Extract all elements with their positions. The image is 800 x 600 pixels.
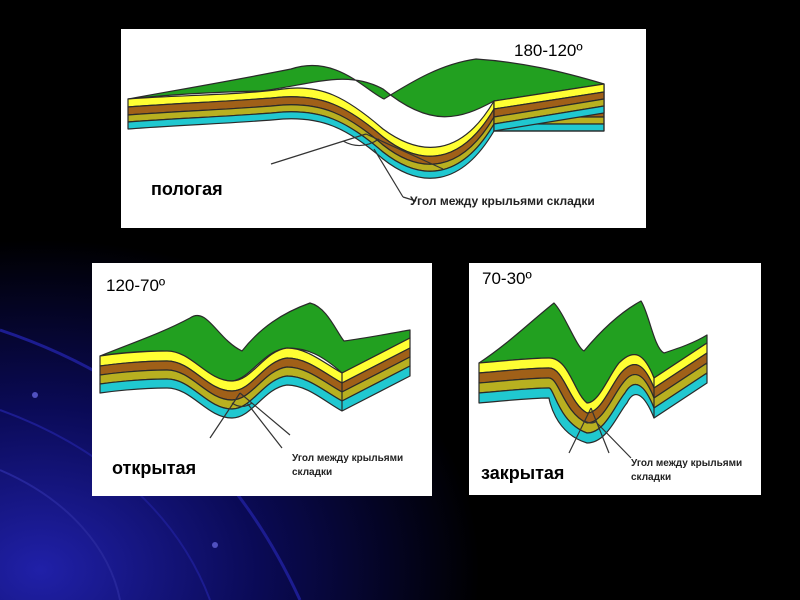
angle-range-label: 70-30º (482, 269, 532, 288)
fold-type-label: открытая (112, 458, 197, 478)
angle-range-label: 120-70º (106, 276, 166, 295)
closed-fold-diagram (478, 300, 708, 459)
gentle-fold-panel: 180-120º пологая Угол между крыльями скл… (121, 29, 646, 228)
angle-callout-label: Угол между крыльями складки (410, 194, 595, 208)
open-fold-panel: 120-70º открытая Угол между крыльями скл… (92, 263, 432, 496)
open-fold-diagram (99, 302, 411, 449)
angle-callout-line2: складки (631, 472, 672, 483)
angle-callout-line2: складки (292, 467, 333, 478)
gentle-fold-diagram (127, 58, 605, 202)
fold-type-label: пологая (151, 179, 223, 199)
angle-range-label: 180-120º (514, 41, 583, 60)
angle-callout-line1: Угол между крыльями (631, 458, 743, 469)
closed-fold-panel: 70-30º закрытая Угол между крыльями скла… (469, 263, 761, 495)
fold-type-label: закрытая (481, 463, 565, 483)
angle-callout-line1: Угол между крыльями (292, 453, 404, 464)
